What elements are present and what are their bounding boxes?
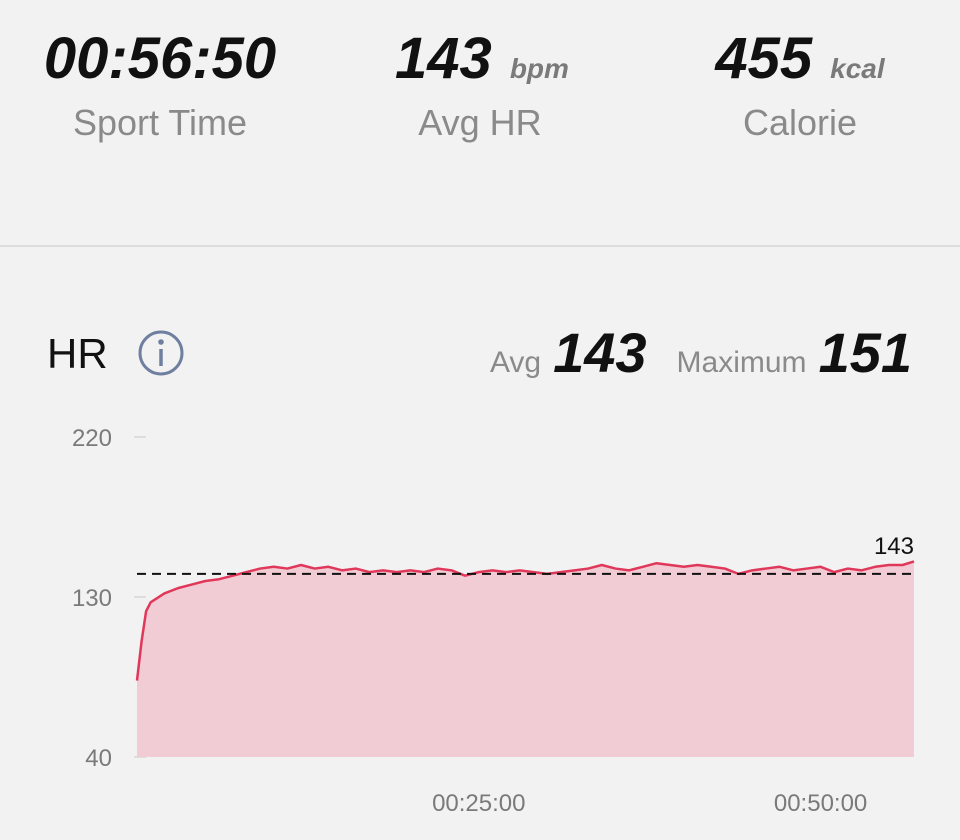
max-label: Maximum <box>677 346 807 379</box>
stat-label: Avg HR <box>418 102 541 143</box>
y-tick-label: 130 <box>72 585 112 612</box>
stat-label: Sport Time <box>73 102 247 143</box>
stat-label: Calorie <box>743 102 857 143</box>
avg-line-label: 143 <box>874 533 914 560</box>
hr-chart: 40 130 220 00:25:00 00:50:00 143 <box>72 425 915 817</box>
stat-value: 455 <box>714 26 813 91</box>
hr-line <box>135 560 915 681</box>
y-tick-label: 220 <box>72 425 112 452</box>
stat-unit: bpm <box>510 53 569 84</box>
stat-value-group: 143 bpm <box>395 26 569 91</box>
avg-label: Avg <box>490 346 541 379</box>
y-tick-label: 40 <box>85 745 112 772</box>
stat-value: 143 <box>395 26 492 91</box>
stat-unit: kcal <box>830 53 886 84</box>
x-tick-label: 00:50:00 <box>774 790 867 817</box>
avg-value: 143 <box>553 321 646 384</box>
stat-value-group: 455 kcal <box>714 26 885 91</box>
max-value: 151 <box>819 321 912 384</box>
info-circle[interactable] <box>138 330 184 376</box>
info-icon[interactable] <box>138 330 184 376</box>
hr-area <box>137 561 914 757</box>
stat-value: 00:56:50 <box>44 26 276 91</box>
info-dot[interactable] <box>158 339 164 345</box>
hr-summary: Avg 143 Maximum 151 <box>490 321 912 384</box>
x-tick-label: 00:25:00 <box>432 790 525 817</box>
section-title: HR <box>47 330 108 377</box>
